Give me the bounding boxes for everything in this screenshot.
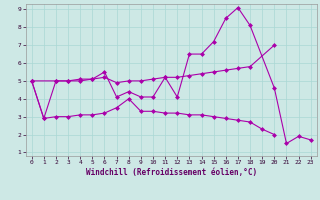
X-axis label: Windchill (Refroidissement éolien,°C): Windchill (Refroidissement éolien,°C)	[86, 168, 257, 177]
